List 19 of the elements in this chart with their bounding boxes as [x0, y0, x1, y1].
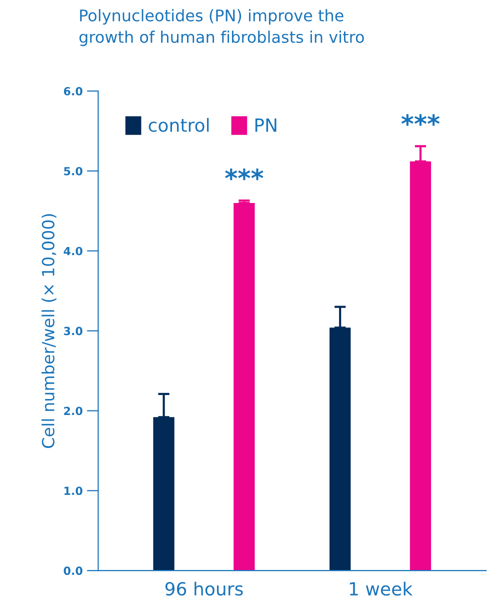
bar — [330, 328, 351, 571]
legend-label: PN — [255, 118, 276, 132]
x-tick-label: 1 week — [350, 582, 413, 596]
chart-title: Polynucleotides (PN) improve the growth of human fibroblasts in vitro — [79, 9, 364, 46]
bar — [234, 202, 255, 571]
y-tick-label: 3.0 — [64, 326, 82, 336]
y-tick-label: 2.0 — [64, 406, 82, 416]
y-tick-label: 1.0 — [64, 486, 82, 496]
x-tick-label: 96 hours — [165, 582, 243, 596]
y-tick-label: 5.0 — [64, 166, 82, 176]
legend-label: control — [148, 118, 209, 132]
y-tick-label: 6.0 — [64, 87, 82, 96]
annotation: *** — [401, 114, 440, 126]
y-axis-title: Cell number/well (× 10,000) — [42, 214, 56, 448]
bar — [153, 417, 174, 571]
bar — [410, 161, 432, 571]
annotation: *** — [225, 168, 264, 180]
y-tick-label: 0.0 — [64, 566, 82, 575]
y-tick-label: 4.0 — [64, 246, 82, 256]
